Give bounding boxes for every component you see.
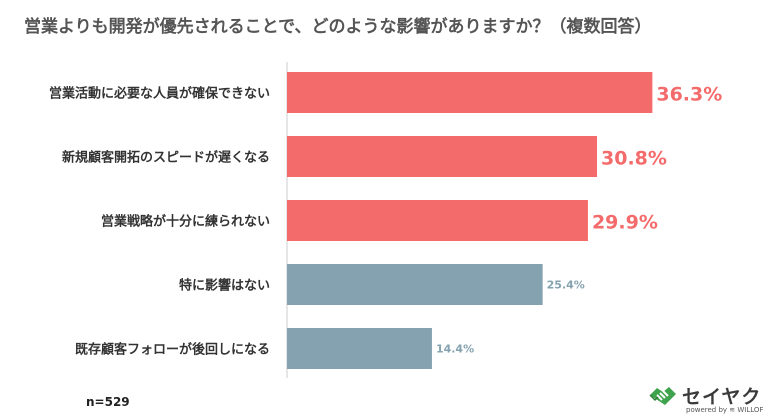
- bar: [287, 264, 543, 305]
- chart-title: 営業よりも開発が優先されることで、どのような影響がありますか？（複数回答）: [24, 17, 652, 37]
- value-label: 25.4%: [547, 279, 585, 292]
- category-label: 特に影響はない: [179, 278, 270, 294]
- bar: [287, 200, 588, 241]
- value-label: 14.4%: [436, 343, 474, 356]
- value-label: 30.8%: [601, 148, 667, 170]
- brand-logo: セイヤク powered by ≋ WILLOF: [648, 382, 768, 418]
- sample-size-note: n=529: [86, 395, 130, 409]
- handshake-icon: [649, 386, 676, 405]
- category-label: 既存顧客フォローが後回しになる: [75, 342, 270, 358]
- bar: [287, 72, 653, 113]
- value-label: 29.9%: [592, 212, 658, 234]
- category-label: 新規顧客開拓のスピードが遅くなる: [62, 150, 270, 166]
- value-label: 36.3%: [656, 84, 722, 106]
- bar: [287, 328, 432, 369]
- brand-powered-by: powered by ≋ WILLOF: [686, 406, 764, 414]
- category-label: 営業活動に必要な人員が確保できない: [49, 86, 270, 102]
- brand-name: セイヤク: [682, 386, 762, 408]
- bar: [287, 136, 598, 177]
- category-label: 営業戦略が十分に練られない: [101, 214, 270, 230]
